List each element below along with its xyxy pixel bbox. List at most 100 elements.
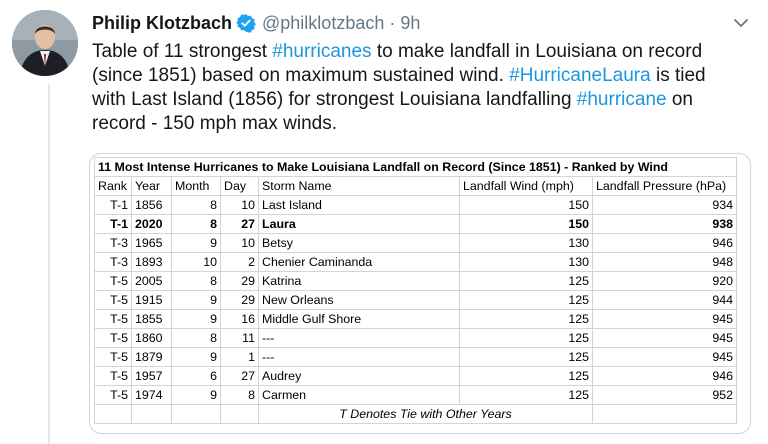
column-header: Rank — [94, 176, 132, 196]
table-cell-month: 8 — [171, 271, 221, 291]
table-cell-rank: T-5 — [94, 290, 132, 310]
table-cell-day: 11 — [220, 328, 259, 348]
empty-cell — [171, 404, 221, 424]
table-cell-year: 1879 — [131, 347, 172, 367]
tweet-text-segment: to make landfall in Louisiana on record … — [92, 41, 703, 86]
author-name[interactable]: Philip Klotzbach — [92, 12, 233, 33]
table-cell-pressure: 944 — [592, 290, 737, 310]
hashtag-link[interactable]: #hurricane — [576, 89, 667, 110]
table-cell-rank: T-1 — [94, 214, 132, 234]
table-cell-rank: T-3 — [94, 252, 132, 272]
column-header: Landfall Wind (mph) — [459, 176, 593, 196]
table-cell-year: 1856 — [131, 195, 172, 215]
column-header: Day — [220, 176, 259, 196]
table-cell-year: 1965 — [131, 233, 172, 253]
table-row: T-5 1879 9 1 --- 125 945 — [94, 347, 737, 367]
table-cell-day: 2 — [220, 252, 259, 272]
table-cell-pressure: 946 — [592, 366, 737, 386]
table-row: T-5 1915 9 29 New Orleans 125 944 — [94, 290, 737, 310]
table-row: T-5 1855 9 16 Middle Gulf Shore 125 945 — [94, 309, 737, 329]
table-cell-day: 16 — [220, 309, 259, 329]
empty-cell — [94, 404, 132, 424]
tweet-text: Table of 11 strongest #hurricanes to mak… — [92, 40, 742, 136]
table-cell-pressure: 945 — [592, 309, 737, 329]
table-cell-storm: Middle Gulf Shore — [258, 309, 460, 329]
table-cell-wind: 150 — [459, 195, 593, 215]
chevron-down-icon[interactable] — [730, 12, 752, 34]
table-cell-rank: T-5 — [94, 366, 132, 386]
table-cell-month: 9 — [171, 347, 221, 367]
table-title: 11 Most Intense Hurricanes to Make Louis… — [94, 157, 737, 177]
table-cell-wind: 125 — [459, 290, 593, 310]
avatar[interactable] — [12, 10, 78, 76]
tweet-text-segment: on record - 150 mph max winds. — [92, 89, 693, 134]
table-footnote: T Denotes Tie with Other Years — [258, 404, 593, 424]
table-cell-day: 27 — [220, 214, 259, 234]
empty-cell — [220, 404, 259, 424]
table-cell-year: 2020 — [131, 214, 172, 234]
hashtag-link[interactable]: #hurricanes — [272, 41, 372, 62]
table-cell-rank: T-5 — [94, 309, 132, 329]
table-row: T-1 2020 8 27 Laura 150 938 — [94, 214, 737, 234]
timestamp[interactable]: 9h — [400, 12, 421, 33]
table-cell-wind: 125 — [459, 385, 593, 405]
table-cell-month: 8 — [171, 214, 221, 234]
table-cell-year: 1957 — [131, 366, 172, 386]
table-cell-wind: 125 — [459, 328, 593, 348]
table-row: T-5 1860 8 11 --- 125 945 — [94, 328, 737, 348]
column-header: Landfall Pressure (hPa) — [592, 176, 737, 196]
table-cell-storm: --- — [258, 328, 460, 348]
table-cell-day: 10 — [220, 195, 259, 215]
table-cell-year: 1893 — [131, 252, 172, 272]
table-cell-pressure: 938 — [592, 214, 737, 234]
table-cell-pressure: 945 — [592, 347, 737, 367]
table-cell-rank: T-3 — [94, 233, 132, 253]
table-cell-year: 1860 — [131, 328, 172, 348]
table-cell-month: 8 — [171, 328, 221, 348]
table-cell-rank: T-1 — [94, 195, 132, 215]
hashtag-link[interactable]: #HurricaneLaura — [509, 65, 651, 86]
table-cell-wind: 130 — [459, 233, 593, 253]
table-cell-rank: T-5 — [94, 328, 132, 348]
author-handle[interactable]: @philklotzbach — [262, 12, 385, 33]
column-header: Month — [171, 176, 221, 196]
tweet-text-segment: is tied with Last Island (1856) for stro… — [92, 65, 706, 110]
table-cell-pressure: 952 — [592, 385, 737, 405]
table-row: T-5 1957 6 27 Audrey 125 946 — [94, 366, 737, 386]
thread-line — [48, 84, 50, 444]
table-cell-day: 10 — [220, 233, 259, 253]
table-cell-storm: Last Island — [258, 195, 460, 215]
table-cell-year: 1855 — [131, 309, 172, 329]
column-header: Storm Name — [258, 176, 460, 196]
table-cell-wind: 125 — [459, 347, 593, 367]
table-cell-pressure: 934 — [592, 195, 737, 215]
table-row: T-3 1965 9 10 Betsy 130 946 — [94, 233, 737, 253]
table-cell-pressure: 946 — [592, 233, 737, 253]
table-cell-storm: Laura — [258, 214, 460, 234]
tweet-header: Philip Klotzbach @philklotzbach · 9h — [92, 10, 420, 36]
table-cell-day: 29 — [220, 290, 259, 310]
table-cell-storm: --- — [258, 347, 460, 367]
table-cell-month: 8 — [171, 195, 221, 215]
table-cell-storm: Katrina — [258, 271, 460, 291]
table-cell-wind: 150 — [459, 214, 593, 234]
tweet-text-segment: Table of 11 strongest — [92, 41, 273, 62]
tweet-image[interactable]: 11 Most Intense Hurricanes to Make Louis… — [89, 153, 751, 434]
table-cell-storm: New Orleans — [258, 290, 460, 310]
table-cell-wind: 130 — [459, 252, 593, 272]
table-cell-month: 9 — [171, 385, 221, 405]
table-cell-year: 1974 — [131, 385, 172, 405]
table-footnote-row: T Denotes Tie with Other Years — [94, 404, 737, 424]
table-cell-storm: Chenier Caminanda — [258, 252, 460, 272]
table-cell-day: 8 — [220, 385, 259, 405]
table-cell-month: 9 — [171, 290, 221, 310]
empty-cell — [131, 404, 172, 424]
table-cell-day: 27 — [220, 366, 259, 386]
table-cell-month: 6 — [171, 366, 221, 386]
table-cell-wind: 125 — [459, 309, 593, 329]
table-cell-month: 9 — [171, 233, 221, 253]
verified-badge-icon — [236, 13, 256, 33]
separator-dot: · — [389, 12, 396, 33]
table-cell-day: 1 — [220, 347, 259, 367]
table-cell-rank: T-5 — [94, 271, 132, 291]
